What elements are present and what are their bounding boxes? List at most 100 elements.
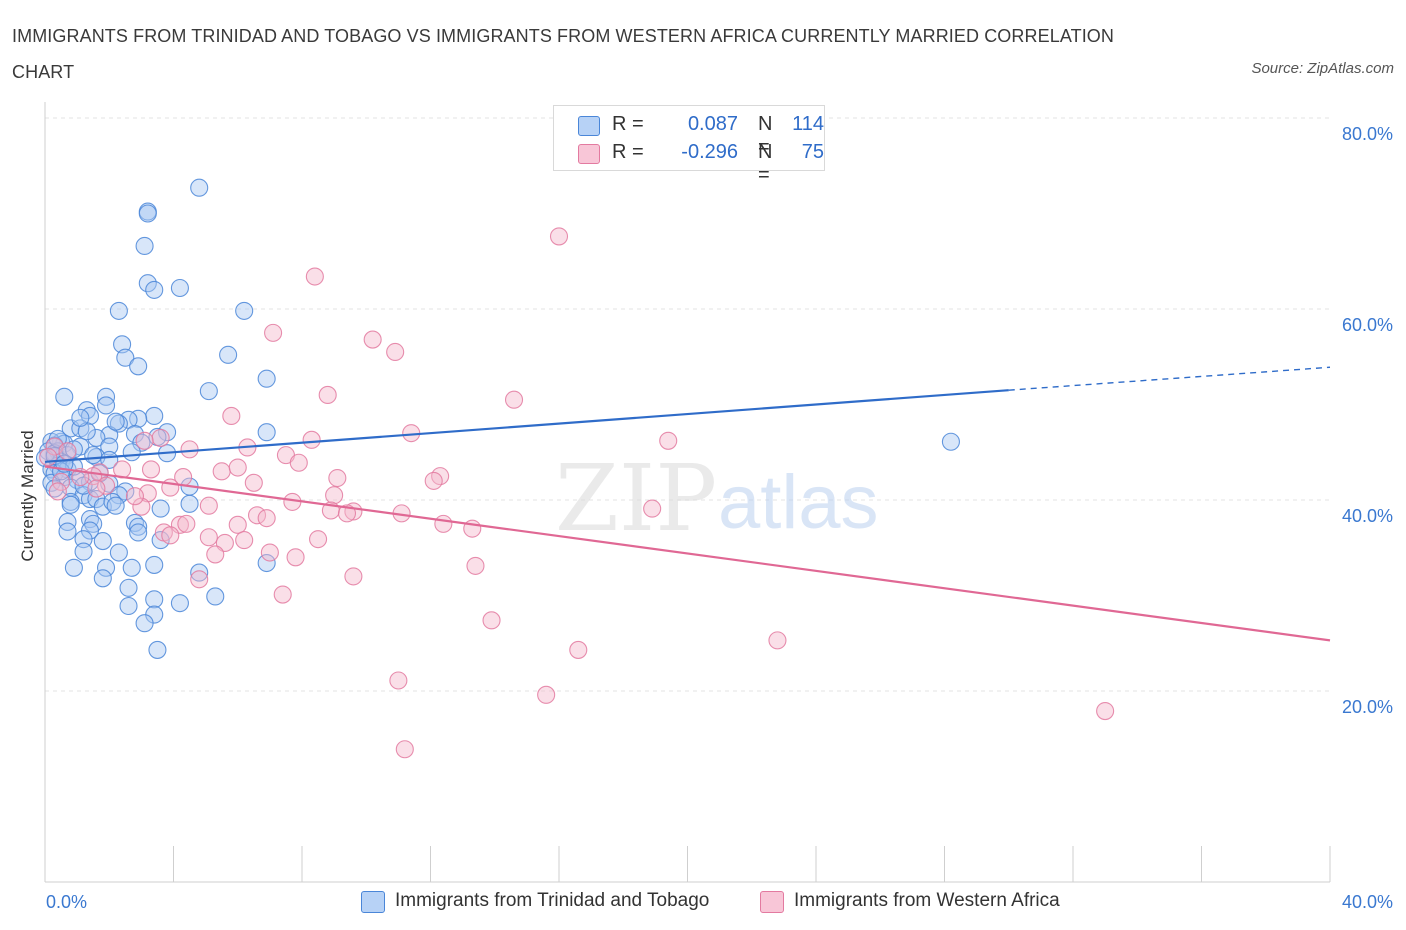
point-trinidad — [45, 479, 64, 498]
point-western-africa — [141, 460, 161, 479]
point-trinidad — [135, 236, 154, 256]
point-western-africa — [305, 267, 324, 286]
point-trinidad — [148, 640, 167, 659]
point-western-africa — [537, 685, 556, 704]
point-trinidad — [257, 423, 276, 442]
point-trinidad — [93, 497, 112, 516]
point-trinidad — [190, 178, 209, 197]
point-western-africa — [344, 567, 363, 586]
legend-r-label: R = — [612, 113, 644, 135]
point-trinidad — [129, 517, 148, 536]
point-trinidad — [109, 486, 128, 505]
point-western-africa — [318, 385, 337, 405]
point-western-africa — [337, 504, 357, 523]
point-trinidad — [93, 532, 112, 551]
point-trinidad — [145, 555, 164, 574]
point-trinidad — [96, 396, 116, 415]
series-trinidad-points — [35, 178, 960, 659]
point-western-africa — [39, 447, 58, 467]
axes — [44, 102, 1331, 883]
point-western-africa — [244, 473, 263, 492]
point-western-africa — [87, 479, 106, 498]
point-western-africa — [161, 526, 180, 545]
x-tick-label-min: 0.0% — [46, 892, 87, 912]
point-trinidad — [941, 432, 960, 451]
series-western-africa-points — [39, 227, 1115, 759]
point-western-africa — [549, 227, 569, 246]
point-western-africa — [309, 530, 328, 549]
point-western-africa — [212, 462, 231, 481]
point-trinidad — [132, 433, 151, 452]
point-trinidad — [257, 553, 276, 573]
point-trinidad — [235, 301, 254, 320]
point-trinidad — [74, 530, 93, 549]
bottom-legend-swatch-pink — [760, 891, 784, 913]
point-trinidad — [116, 348, 135, 367]
point-western-africa — [260, 543, 279, 562]
point-trinidad — [135, 614, 154, 633]
tick-labels: 80.0% 60.0% 40.0% 20.0% 0.0% 40.0% — [46, 124, 1393, 912]
point-trinidad — [100, 437, 119, 456]
point-western-africa — [286, 548, 305, 567]
point-western-africa — [302, 430, 321, 449]
trend-line-trinidad-extension — [1008, 366, 1331, 391]
point-western-africa — [125, 487, 144, 506]
x-tick-label-max: 40.0% — [1342, 892, 1393, 912]
point-western-africa — [235, 531, 254, 550]
point-trinidad — [119, 578, 138, 597]
legend-swatch-blue — [578, 116, 600, 136]
point-western-africa — [386, 342, 405, 362]
legend-r-label: R = — [612, 141, 644, 163]
point-western-africa — [228, 458, 247, 477]
point-western-africa — [466, 556, 485, 575]
point-trinidad — [145, 590, 164, 609]
legend-n-value: 114 — [792, 113, 824, 135]
point-western-africa — [222, 406, 241, 426]
point-trinidad — [219, 345, 238, 364]
point-trinidad — [257, 369, 276, 388]
point-western-africa — [58, 442, 77, 461]
point-western-africa — [659, 431, 678, 450]
point-trinidad — [113, 335, 132, 354]
point-trinidad — [119, 596, 138, 616]
point-western-africa — [135, 431, 154, 450]
point-western-africa — [206, 545, 225, 564]
point-western-africa — [177, 514, 196, 533]
point-trinidad — [87, 428, 106, 447]
point-western-africa — [199, 528, 218, 547]
bottom-legend-label: Immigrants from Trinidad and Tobago — [395, 890, 710, 911]
point-western-africa — [199, 496, 218, 515]
point-trinidad — [138, 204, 157, 223]
point-trinidad — [106, 412, 125, 431]
legend-r-value: -0.296 — [681, 141, 738, 163]
stats-legend: R = 0.087 N = 114 R = -0.296 N = 75 — [553, 105, 825, 186]
point-western-africa — [52, 472, 71, 491]
point-trinidad — [138, 274, 157, 293]
legend-n-label: N = — [758, 141, 773, 186]
point-trinidad — [55, 387, 74, 406]
y-tick-label: 40.0% — [1342, 506, 1393, 526]
point-trinidad — [151, 499, 170, 518]
point-western-africa — [257, 509, 276, 528]
bottom-legend-label: Immigrants from Western Africa — [794, 890, 1060, 911]
y-tick-label: 60.0% — [1342, 315, 1393, 335]
point-trinidad — [84, 446, 103, 465]
point-trinidad — [129, 357, 148, 376]
point-trinidad — [71, 408, 90, 427]
point-western-africa — [228, 515, 247, 534]
point-western-africa — [325, 486, 344, 505]
point-trinidad — [180, 494, 199, 513]
point-western-africa — [434, 514, 453, 533]
point-trinidad — [109, 301, 128, 320]
point-trinidad — [145, 280, 164, 299]
point-western-africa — [264, 323, 283, 342]
point-western-africa — [424, 471, 443, 490]
source-label: Source: ZipAtlas.com — [1251, 60, 1394, 77]
point-western-africa — [363, 330, 382, 349]
watermark: ZIP atlas — [555, 445, 879, 552]
legend-n-label: N = — [758, 113, 773, 158]
point-trinidad — [109, 543, 128, 562]
point-western-africa — [389, 671, 408, 690]
legend-swatch-pink — [578, 144, 600, 164]
point-western-africa — [48, 482, 67, 501]
